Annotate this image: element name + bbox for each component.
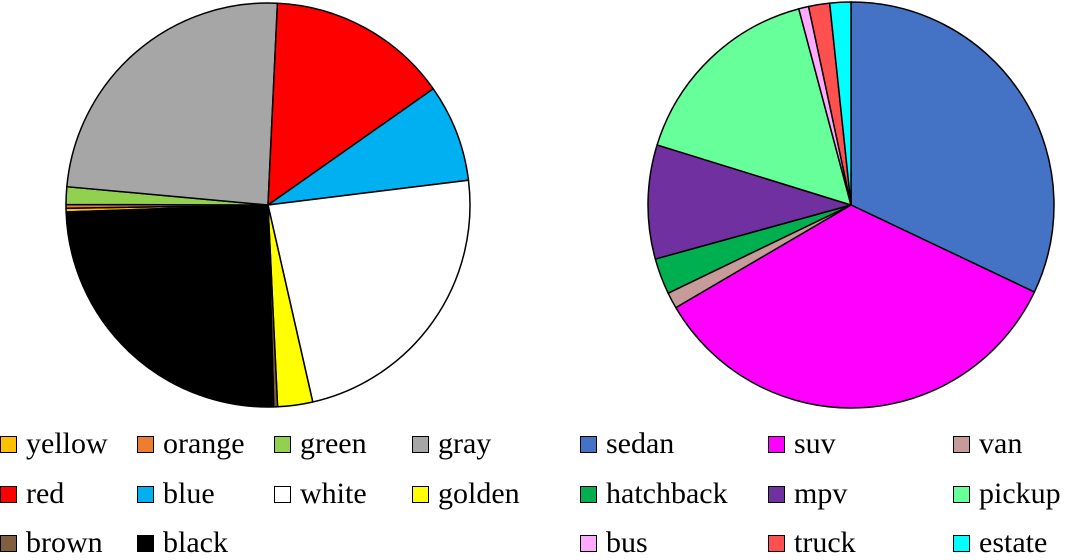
pie-slice-sedan <box>850 1 1055 293</box>
legend-item-blue: blue <box>137 477 215 511</box>
legend-swatch-sedan <box>580 435 597 453</box>
legend-swatch-van <box>953 435 970 453</box>
legend-swatch-white <box>274 485 291 503</box>
legend-swatch-green <box>274 435 291 453</box>
legend-label-green: green <box>300 427 367 460</box>
pie-slice-pickup <box>656 8 852 206</box>
legend-swatch-gray <box>412 435 429 453</box>
legend-label-brown: brown <box>26 526 103 559</box>
legend-label-van: van <box>979 427 1023 460</box>
pie-slice-black <box>65 204 275 408</box>
legend-label-blue: blue <box>163 477 215 510</box>
legend-item-bus: bus <box>580 526 648 560</box>
legend-label-sedan: sedan <box>606 427 675 460</box>
pie-slice-blue <box>267 88 470 206</box>
legend-label-white: white <box>300 477 367 510</box>
legend-item-estate: estate <box>953 526 1047 560</box>
pie-slice-estate <box>828 1 852 206</box>
pie-slice-mpv <box>647 144 852 260</box>
pie-slice-red <box>267 2 434 206</box>
legend-item-red: red <box>0 477 64 511</box>
legend-label-bus: bus <box>606 526 648 559</box>
legend-swatch-black <box>137 534 154 552</box>
legend-item-golden: golden <box>412 477 520 511</box>
legend-swatch-hatchback <box>580 485 597 503</box>
legend-swatch-truck <box>768 534 785 552</box>
legend-item-brown: brown <box>0 526 103 560</box>
legend-item-pickup: pickup <box>953 477 1061 511</box>
pie-slice-gray <box>66 2 279 206</box>
legend-swatch-suv <box>768 435 785 453</box>
legend-item-hatchback: hatchback <box>580 477 728 511</box>
legend-item-van: van <box>953 427 1022 461</box>
pie-chart-vehicle-types <box>647 1 1055 409</box>
legend-item-mpv: mpv <box>768 477 847 511</box>
legend-label-truck: truck <box>794 526 856 559</box>
legend-swatch-bus <box>580 534 597 552</box>
legend-item-suv: suv <box>768 427 836 461</box>
legend-item-gray: gray <box>412 427 491 461</box>
legend-swatch-estate <box>953 534 970 552</box>
legend-item-yellow: yellow <box>0 427 108 461</box>
legend-label-gray: gray <box>438 427 492 460</box>
legend-label-black: black <box>163 526 228 559</box>
legend-swatch-blue <box>137 485 154 503</box>
legend-item-green: green <box>274 427 367 461</box>
legend-item-sedan: sedan <box>580 427 674 461</box>
pie-slice-white <box>267 179 471 403</box>
legend-item-white: white <box>274 477 367 511</box>
legend-swatch-red <box>0 485 17 503</box>
legend-label-orange: orange <box>163 427 245 460</box>
pie-chart-colors <box>65 2 471 408</box>
legend-item-black: black <box>137 526 228 560</box>
legend-item-orange: orange <box>137 427 245 461</box>
legend-swatch-pickup <box>953 485 970 503</box>
legend-swatch-yellow <box>0 435 17 453</box>
legend-label-estate: estate <box>979 526 1048 559</box>
legend-item-truck: truck <box>768 526 856 560</box>
legend-label-hatchback: hatchback <box>606 477 728 510</box>
legend-label-suv: suv <box>794 427 836 460</box>
legend-label-yellow: yellow <box>26 427 108 460</box>
legend-swatch-mpv <box>768 485 785 503</box>
legend-swatch-orange <box>137 435 154 453</box>
legend-swatch-golden <box>412 485 429 503</box>
legend-label-red: red <box>26 477 65 510</box>
legend-label-golden: golden <box>438 477 520 510</box>
legend-swatch-brown <box>0 534 17 552</box>
legend-label-pickup: pickup <box>979 477 1061 510</box>
legend-label-mpv: mpv <box>794 477 848 510</box>
charts-canvas <box>65 1 1055 409</box>
